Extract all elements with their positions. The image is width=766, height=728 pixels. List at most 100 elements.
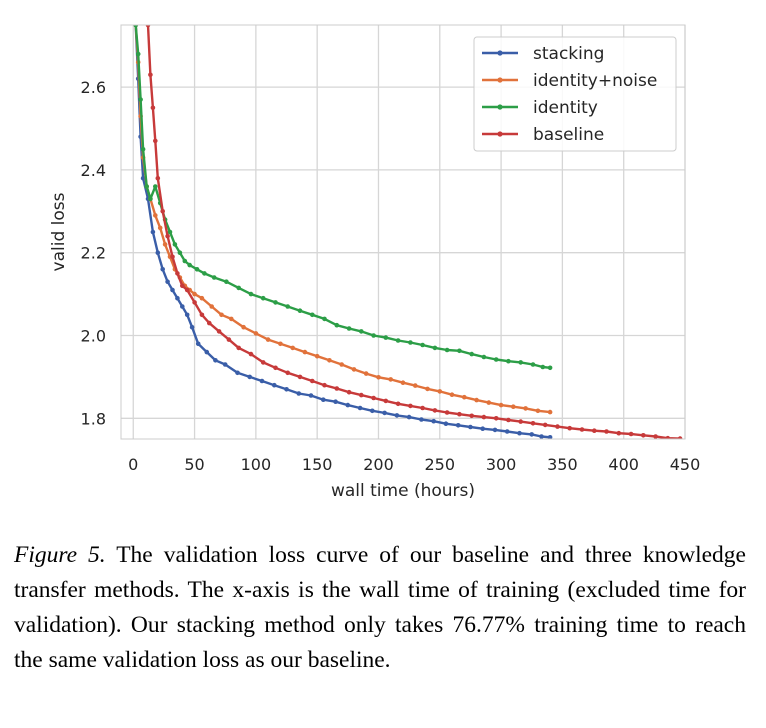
legend-label: identity+noise [533,71,657,91]
data-point [170,287,175,293]
data-point [511,404,516,410]
data-point [157,225,163,231]
data-point [259,378,265,384]
data-point [175,271,180,276]
data-point [273,365,278,371]
data-point [296,391,302,396]
x-tick-label: 450 [670,455,701,474]
data-point [449,392,455,398]
legend-entry: identity+noise [482,71,657,91]
legend-entry: identity [482,98,598,118]
data-point [432,408,438,413]
data-point [180,304,185,309]
data-point [493,357,499,362]
data-point [555,424,560,429]
data-point [437,389,443,394]
chart: 0 50 100 150 200 250 300 350 400 450 1.8 2.0 2.2 2.4… [49,24,700,501]
data-point [371,395,376,401]
data-point [498,402,504,408]
data-point [665,435,671,439]
data-point [457,411,462,417]
data-point [209,304,214,309]
y-tick-label: 2.0 [81,327,106,346]
legend-label: baseline [533,125,604,145]
series-baseline [145,25,683,439]
data-point [395,401,401,407]
data-point [162,242,168,247]
data-point [363,371,369,376]
data-point [333,399,338,405]
data-point [144,184,149,189]
data-point [182,258,188,264]
data-point [579,427,585,432]
x-tick-label: 0 [128,455,138,474]
series-stacking [133,25,553,439]
data-point [469,413,475,419]
legend-box [473,36,677,152]
data-point [297,308,303,314]
data-point [216,329,222,334]
data-point [327,358,332,363]
data-point [236,345,241,351]
data-point [462,394,467,400]
data-point [420,405,425,411]
data-point [359,329,364,334]
y-axis-label: valid loss [49,192,69,271]
data-point [504,429,510,434]
data-point [604,429,609,434]
y-tick-label: 2.4 [81,161,106,180]
data-point [310,312,315,318]
data-point [431,418,437,424]
legend-entry: baseline [482,125,604,145]
data-point [383,398,389,404]
data-point [413,383,418,388]
data-point [213,358,218,363]
series-identity-noise [133,25,553,415]
data-point [547,365,553,371]
data-point [160,209,165,214]
data-point [406,414,412,420]
x-tick-label: 200 [363,455,394,474]
caption-text: The validation loss curve of our baselin… [14,542,746,673]
data-point [419,417,424,422]
legend-label: identity [533,98,598,118]
data-point [539,434,544,439]
data-point [165,233,170,239]
data-point [517,430,522,436]
data-point [346,389,352,395]
data-point [540,364,546,370]
data-point [444,347,450,353]
data-point [170,254,175,260]
data-point [382,410,387,416]
data-point [204,349,210,355]
data-point [310,378,315,384]
data-point [339,362,345,367]
data-point [492,427,498,433]
data-point [322,316,327,322]
data-point [155,250,161,255]
legend-marker [497,131,503,137]
legend-marker [497,104,503,110]
data-point [272,382,277,388]
data-point [160,267,165,272]
data-point [290,345,296,351]
data-point [253,331,259,336]
data-point [248,291,254,297]
data-point [388,377,394,382]
data-point [165,279,170,285]
data-point [297,374,303,380]
data-point [370,408,375,414]
figure-number: Figure 5. [14,542,106,568]
data-point [175,295,180,301]
data-point [506,417,511,423]
data-point [351,367,357,372]
x-tick-label: 150 [302,455,333,474]
data-point [444,410,450,415]
data-point [302,349,308,355]
data-point [506,358,511,364]
x-tick-labels: 0 50 100 150 200 250 300 350 400 450 [128,455,700,474]
data-point [187,262,192,268]
data-point [153,213,158,218]
x-tick-label: 100 [241,455,272,474]
data-point [226,337,232,342]
